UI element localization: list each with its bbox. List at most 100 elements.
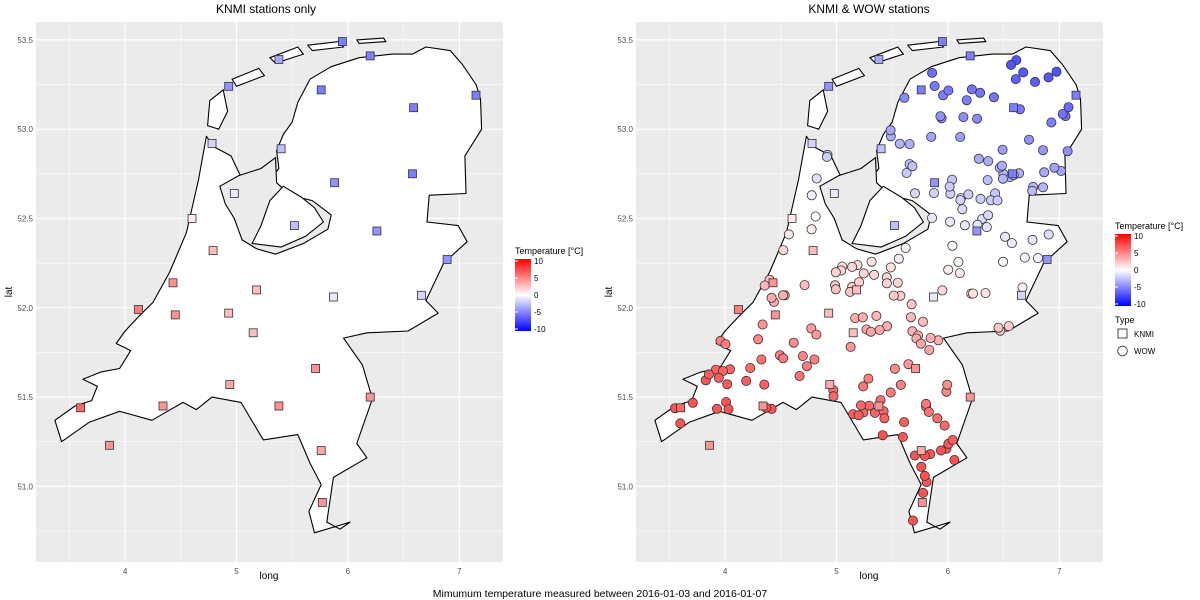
knmi-station-marker: [248, 328, 258, 338]
wow-station-marker: [907, 161, 918, 172]
wow-station-marker: [799, 280, 810, 291]
knmi-station-marker: [1008, 169, 1017, 179]
wadden-island: [807, 88, 829, 130]
panel-knmi-wow: KNMI & WOW stations 4 5 6 7 51.0 51.5 52.0 52.…: [604, 2, 1103, 582]
y-tick-label: 52.0: [617, 304, 633, 313]
x-tick-label: 5: [234, 567, 239, 576]
legend-labels-left: 10 5 0 -5 -10: [515, 257, 546, 334]
knmi-station-marker: [274, 55, 284, 64]
knmi-station-marker: [824, 308, 834, 318]
wow-station-marker: [766, 292, 777, 303]
wow-station-marker: [949, 454, 960, 465]
x-tick-label: 4: [723, 567, 728, 576]
knmi-station-marker: [758, 401, 768, 411]
y-tick-label: 51.0: [17, 482, 33, 491]
wow-station-marker: [892, 277, 903, 288]
knmi-station-marker: [917, 497, 927, 507]
wow-station-marker: [722, 379, 733, 390]
legend-label: 5: [534, 274, 539, 283]
knmi-station-marker: [874, 401, 884, 411]
knmi-station-marker: [972, 226, 982, 236]
wow-station-marker: [853, 410, 864, 421]
panel-knmi-only: KNMI stations only 4 5 6 7 51.0 51.5 52.0 52.5…: [4, 2, 503, 582]
wow-station-marker: [963, 189, 974, 200]
y-tick-label: 53.5: [617, 36, 633, 45]
knmi-station-marker: [409, 103, 419, 113]
x-axis-label-left: long: [260, 571, 279, 582]
knmi-station-marker: [224, 308, 234, 318]
knmi-station-marker: [134, 305, 143, 314]
knmi-station-marker: [289, 221, 299, 231]
knmi-station-marker: [825, 380, 835, 390]
wow-station-marker: [927, 212, 938, 223]
wow-station-marker: [756, 354, 767, 365]
wow-station-marker: [806, 190, 817, 201]
x-tick-label: 7: [1057, 567, 1062, 576]
wow-station-marker: [972, 113, 983, 124]
wow-station-marker: [901, 167, 912, 178]
wow-station-marker: [954, 268, 965, 279]
type-legend-title: Type: [1115, 315, 1135, 325]
legend-title-left: Temperature [°C]: [515, 246, 583, 256]
color-bar-right: [1115, 234, 1131, 306]
knmi-station-marker: [1042, 255, 1052, 264]
wow-station-marker: [953, 256, 964, 267]
wow-station-marker: [757, 319, 768, 330]
x-ticks-right: 4 5 6 7: [723, 567, 1062, 576]
wadden-island: [955, 37, 987, 44]
legend-labels-right: 10 5 0 -5 -10: [1115, 232, 1146, 309]
y-tick-label: 51.5: [617, 393, 633, 402]
wow-station-marker: [996, 160, 1007, 171]
knmi-station-marker: [337, 37, 347, 46]
wow-station-marker: [858, 381, 869, 392]
legend-label: 5: [1134, 249, 1139, 258]
wow-station-marker: [982, 175, 993, 186]
knmi-station-marker: [365, 392, 375, 402]
wow-station-marker: [959, 220, 970, 231]
wow-station-marker: [866, 256, 877, 267]
wow-station-marker: [900, 242, 911, 253]
x-axis-label-right: long: [860, 571, 879, 582]
y-tick-label: 52.5: [17, 215, 33, 224]
wow-station-marker: [981, 222, 992, 233]
x-tick-label: 4: [123, 567, 128, 576]
wow-station-marker: [926, 131, 937, 142]
knmi-station-marker: [170, 310, 180, 320]
wow-station-marker: [745, 362, 756, 373]
wow-station-marker: [885, 387, 896, 398]
wadden-island: [355, 37, 387, 44]
x-tick-label: 7: [457, 567, 462, 576]
wow-station-marker: [1039, 167, 1050, 178]
wow-station-marker: [1010, 74, 1021, 85]
y-axis-label-right: lat: [604, 286, 615, 297]
wow-station-marker: [1043, 229, 1054, 240]
legend-title-right: Temperature [°C]: [1115, 221, 1183, 231]
wow-station-marker: [830, 284, 841, 295]
wow-station-marker: [1006, 59, 1017, 70]
wow-station-marker: [783, 229, 794, 240]
knmi-station-marker: [365, 51, 375, 61]
knmi-stations-right: [676, 37, 1081, 507]
knmi-station-marker: [416, 290, 426, 300]
wow-station-marker: [947, 434, 958, 445]
x-tick-label: 5: [834, 567, 839, 576]
knmi-station-marker: [824, 81, 834, 91]
x-ticks-left: 4 5 6 7: [123, 567, 462, 576]
wow-station-marker: [811, 173, 822, 184]
y-tick-label: 53.0: [17, 125, 33, 134]
knmi-station-marker: [965, 51, 975, 61]
knmi-station-marker: [874, 55, 884, 64]
wow-station-marker: [1003, 321, 1014, 332]
knmi-station-marker: [768, 278, 778, 288]
wow-station-marker: [997, 173, 1008, 184]
type-legend-knmi-key: [1117, 328, 1128, 339]
wow-station-marker: [857, 312, 868, 323]
wow-station-marker: [854, 277, 865, 288]
wow-station-marker: [753, 334, 764, 345]
y-ticks-right: 51.0 51.5 52.0 52.5 53.0 53.5: [617, 36, 633, 491]
wow-station-marker: [713, 372, 724, 383]
legend-label: 10: [1134, 232, 1143, 241]
wow-station-marker: [830, 267, 841, 278]
knmi-station-marker: [207, 138, 217, 148]
wow-station-marker: [1057, 109, 1068, 120]
